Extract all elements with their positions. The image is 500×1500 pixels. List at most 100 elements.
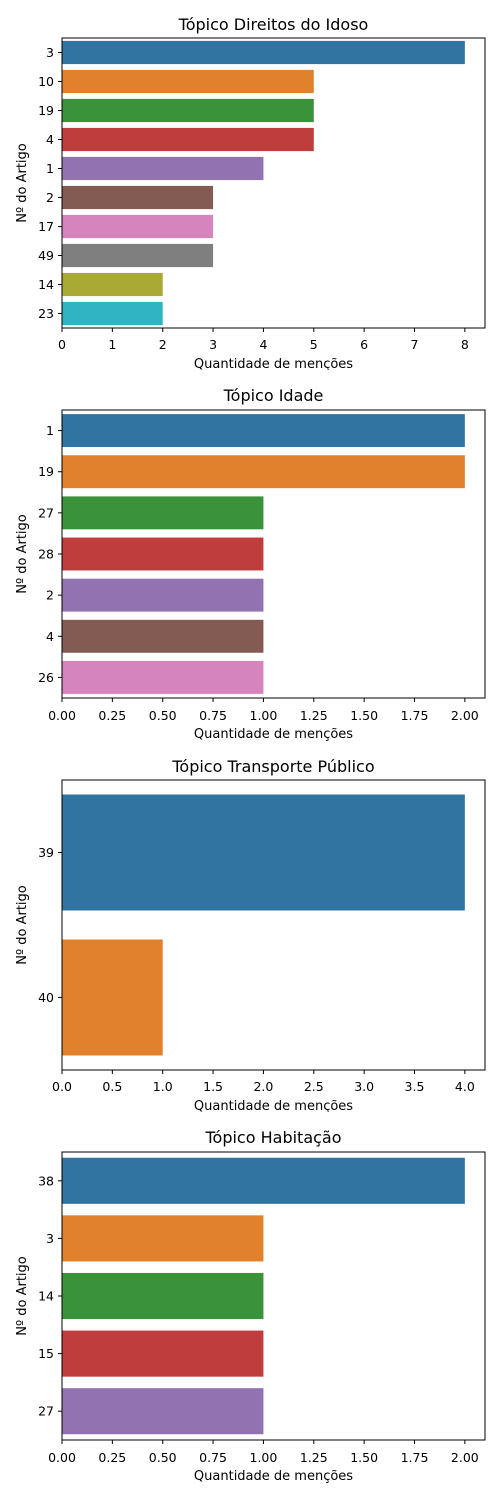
y-tick-label: 28: [38, 547, 54, 562]
bar-49: [62, 243, 214, 268]
chart-habitacao: 38 3 14 15 27 0.00 0.25 0.50 0.75 1.00 1.25 1.50 1.7…: [15, 1128, 486, 1484]
bar-2: [62, 185, 214, 210]
bar-27: [62, 1388, 264, 1435]
bar-38: [62, 1157, 465, 1204]
bar-1: [62, 414, 465, 448]
x-axis-label: Quantidade de menções: [194, 357, 353, 370]
y-tick-label: 19: [38, 103, 54, 118]
x-tick-label: 0.75: [199, 708, 227, 723]
bar-4: [62, 127, 314, 152]
y-tick-label: 27: [38, 1404, 54, 1419]
x-tick-label: 1.50: [350, 1450, 378, 1465]
y-tick-label: 1: [46, 423, 54, 438]
bar-3: [62, 40, 465, 65]
y-tick-label: 3: [46, 45, 54, 60]
x-tick-label: 0.0: [52, 1079, 72, 1094]
x-tick-label: 1.75: [401, 1450, 429, 1465]
x-tick-label: 0: [58, 337, 66, 352]
bar-40: [62, 939, 163, 1056]
y-tick-label: 17: [38, 219, 54, 234]
bar-17: [62, 214, 214, 239]
plot-frame: [61, 779, 486, 1071]
x-tick-label: 0.00: [48, 1450, 76, 1465]
y-tick-label: 14: [38, 1289, 54, 1304]
y-tick-label: 2: [46, 588, 54, 603]
x-tick-label: 8: [461, 337, 469, 352]
bar-39: [62, 794, 465, 911]
x-tick-label: 2: [159, 337, 167, 352]
bar-15: [62, 1330, 264, 1377]
x-tick-label: 3: [209, 337, 217, 352]
y-axis-label: Nº do Artigo: [15, 514, 30, 594]
y-tick-label: 19: [38, 464, 54, 479]
bar-2: [62, 578, 264, 612]
y-axis-label: Nº do Artigo: [15, 143, 30, 223]
x-tick-label: 0.00: [48, 708, 76, 723]
x-tick-label: 4.0: [455, 1079, 475, 1094]
x-axis-label: Quantidade de menções: [194, 727, 353, 742]
chart-title: Tópico Transporte Público: [171, 757, 374, 776]
bar-14: [62, 272, 163, 297]
chart-idade: 1 19 27 28 2 4 26 0.00 0.25 0.50 0.75 1.00 1.25 1.50 1…: [15, 386, 486, 742]
x-tick-label: 3.5: [405, 1079, 425, 1094]
y-tick-label: 23: [38, 306, 54, 321]
bar-10: [62, 69, 314, 94]
x-tick-label: 4: [259, 337, 267, 352]
y-tick-label: 10: [38, 74, 54, 89]
bar-26: [62, 660, 264, 694]
bar-19: [62, 455, 465, 489]
x-tick-label: 2.00: [451, 1450, 479, 1465]
y-tick-label: 39: [38, 845, 54, 860]
y-tick-label: 15: [38, 1346, 54, 1361]
y-tick-label: 38: [38, 1173, 54, 1188]
x-tick-label: 1.00: [250, 708, 278, 723]
y-tick-label: 2: [46, 190, 54, 205]
y-tick-label: 14: [38, 277, 54, 292]
x-tick-label: 1: [108, 337, 116, 352]
chart-title: Tópico Habitação: [204, 1128, 341, 1147]
chart-title: Tópico Direitos do Idoso: [178, 15, 369, 34]
y-tick-label: 40: [38, 990, 54, 1005]
x-tick-label: 2.00: [451, 708, 479, 723]
x-tick-label: 0.75: [199, 1450, 227, 1465]
plot-frame: [61, 409, 486, 699]
y-tick-label: 4: [46, 629, 54, 644]
bar-28: [62, 537, 264, 571]
y-tick-label: 3: [46, 1231, 54, 1246]
y-tick-label: 4: [46, 132, 54, 147]
bar-1: [62, 156, 264, 181]
bar-19: [62, 98, 314, 123]
x-tick-label: 1.25: [300, 708, 328, 723]
bar-14: [62, 1272, 264, 1320]
x-tick-label: 3.0: [354, 1079, 374, 1094]
y-tick-label: 49: [38, 248, 54, 263]
x-tick-label: 1.5: [203, 1079, 223, 1094]
bar-3: [62, 1215, 264, 1262]
y-tick-label: 26: [38, 670, 54, 685]
x-tick-label: 1.0: [153, 1079, 173, 1094]
x-tick-label: 0.50: [149, 708, 177, 723]
x-tick-label: 0.25: [98, 1450, 126, 1465]
x-tick-label: 1.25: [300, 1450, 328, 1465]
y-axis-label: Nº do Artigo: [15, 1256, 30, 1336]
bar-27: [62, 496, 264, 530]
x-tick-label: 1.75: [401, 708, 429, 723]
x-axis-label: Quantidade de menções: [194, 1099, 353, 1112]
y-tick-label: 1: [46, 161, 54, 176]
y-tick-label: 27: [38, 505, 54, 520]
x-tick-label: 5: [310, 337, 318, 352]
chart-transporte-publico: 39 40 0.0 0.5 1.0 1.5 2.0 2.5 3.0 3.5 4.0 Tópico Tr…: [15, 757, 486, 1112]
plot-frame: [61, 37, 486, 329]
plot-frame: [61, 1151, 486, 1441]
x-tick-label: 0.50: [149, 1450, 177, 1465]
x-axis-label: Quantidade de menções: [194, 1469, 353, 1484]
x-tick-label: 1.50: [350, 708, 378, 723]
x-tick-label: 2.5: [304, 1079, 324, 1094]
x-tick-label: 1.00: [250, 1450, 278, 1465]
x-tick-label: 7: [411, 337, 419, 352]
x-tick-label: 0.25: [98, 708, 126, 723]
y-axis-label: Nº do Artigo: [15, 885, 30, 965]
x-tick-label: 2.0: [253, 1079, 273, 1094]
